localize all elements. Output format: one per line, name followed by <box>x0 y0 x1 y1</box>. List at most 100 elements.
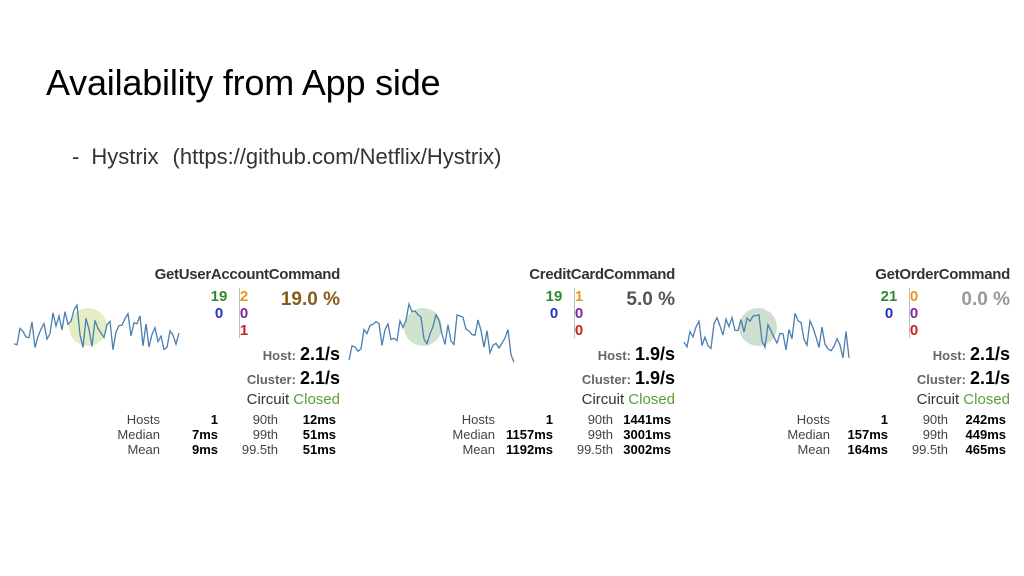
p90-value: 1441ms <box>623 412 671 427</box>
command-name: CreditCardCommand <box>529 266 675 283</box>
host-rate-value: 1.9/s <box>634 344 675 364</box>
circuit-label: Circuit <box>916 391 960 408</box>
command-name: GetOrderCommand <box>875 266 1010 283</box>
host-label: Host: <box>262 348 296 363</box>
timeout-count: 2 <box>239 288 249 305</box>
p995-value: 465ms <box>965 442 1006 457</box>
sparkline-chart <box>13 303 180 351</box>
failure-count: 0 <box>574 322 584 339</box>
rejected-count: 0 <box>909 305 919 322</box>
traffic-sparkline <box>683 313 850 358</box>
mean-value: 1192ms <box>506 442 553 457</box>
host-rate-value: 2.1/s <box>969 344 1010 364</box>
table-row: Hosts 1 90th 242ms <box>754 412 1006 427</box>
count-divider <box>574 288 575 338</box>
failure-count: 0 <box>909 322 919 339</box>
bullet-hystrix: - Hystrix (https://github.com/Netflix/Hyst… <box>72 144 501 170</box>
failure-count: 1 <box>239 322 249 339</box>
rejected-count: 0 <box>574 305 584 322</box>
rejected-count: 0 <box>239 305 249 322</box>
command-name: GetUserAccountCommand <box>154 266 341 283</box>
cluster-rate: Cluster: 1.9/s <box>582 368 675 389</box>
count-column-right: 2 0 1 <box>234 288 254 339</box>
count-column-right: 0 0 0 <box>904 288 924 339</box>
circuit-state: Closed <box>963 391 1010 408</box>
mean-label: Mean <box>797 442 830 457</box>
table-row: Hosts 1 90th 12ms <box>84 412 336 427</box>
short-circuited-count: 0 <box>549 305 559 322</box>
latency-stats-table: Hosts 1 90th 242ms Median 157ms 99th 449ms Mea… <box>754 412 1006 457</box>
circuit-status: Circuit Closed <box>917 391 1010 408</box>
latency-stats-table: Hosts 1 90th 1441ms Median 1157ms 99th 3001ms … <box>419 412 671 457</box>
slide-title: Availability from App side <box>46 62 441 103</box>
table-row: Median 7ms 99th 51ms <box>84 427 336 442</box>
host-label: Host: <box>932 348 966 363</box>
count-column-left: 21 0 <box>876 288 902 322</box>
host-rate-value: 2.1/s <box>299 344 340 364</box>
circuit-status: Circuit Closed <box>247 391 340 408</box>
host-label: Host: <box>597 348 631 363</box>
hosts-label: Hosts <box>796 412 830 427</box>
bullet-text: Hystrix <box>91 144 159 169</box>
command-panel-getorder: GetOrderCommand 21 0 0 0 0 0.0 % Host: 2.… <box>680 262 1010 472</box>
p995-value: 51ms <box>302 442 336 457</box>
traffic-sparkline <box>348 301 515 363</box>
table-row: Mean 164ms 99.5th 465ms <box>754 442 1006 457</box>
p99-label: 99th <box>587 427 613 442</box>
median-label: Median <box>787 427 830 442</box>
health-circle <box>739 308 777 346</box>
cluster-rate-value: 2.1/s <box>969 368 1010 388</box>
cluster-rate-value: 2.1/s <box>299 368 340 388</box>
count-column-right: 1 0 0 <box>569 288 589 339</box>
p99-value: 3001ms <box>623 427 671 442</box>
p995-label: 99.5th <box>241 442 278 457</box>
circuit-label: Circuit <box>581 391 625 408</box>
circuit-state: Closed <box>628 391 675 408</box>
cluster-rate-value: 1.9/s <box>634 368 675 388</box>
short-circuited-count: 0 <box>884 305 894 322</box>
count-column-left: 19 0 <box>206 288 232 322</box>
circuit-state: Closed <box>293 391 340 408</box>
error-percentage: 19.0 % <box>280 289 340 310</box>
traffic-sparkline <box>13 303 180 351</box>
host-rate: Host: 2.1/s <box>263 344 340 365</box>
table-row: Hosts 1 90th 1441ms <box>419 412 671 427</box>
cluster-label: Cluster: <box>916 372 966 387</box>
p995-label: 99.5th <box>911 442 948 457</box>
mean-value: 164ms <box>847 442 888 457</box>
p90-label: 90th <box>587 412 613 427</box>
p90-label: 90th <box>922 412 948 427</box>
circuit-status: Circuit Closed <box>582 391 675 408</box>
error-percentage: 0.0 % <box>961 289 1010 310</box>
host-rate: Host: 2.1/s <box>933 344 1010 365</box>
cluster-label: Cluster: <box>246 372 296 387</box>
median-label: Median <box>117 427 160 442</box>
median-value: 157ms <box>847 427 888 442</box>
table-row: Mean 9ms 99.5th 51ms <box>84 442 336 457</box>
p995-value: 3002ms <box>623 442 671 457</box>
count-divider <box>239 288 240 338</box>
hosts-value: 1 <box>545 412 553 427</box>
table-row: Mean 1192ms 99.5th 3002ms <box>419 442 671 457</box>
p90-label: 90th <box>252 412 278 427</box>
p90-value: 12ms <box>302 412 336 427</box>
p99-label: 99th <box>252 427 278 442</box>
table-row: Median 1157ms 99th 3001ms <box>419 427 671 442</box>
p99-label: 99th <box>922 427 948 442</box>
p995-label: 99.5th <box>576 442 613 457</box>
sparkline-chart <box>348 301 515 363</box>
command-panel-getuseraccount: GetUserAccountCommand 19 0 2 0 1 19.0 % … <box>10 262 340 472</box>
command-panel-creditcard: CreditCardCommand 19 0 1 0 0 5.0 % Host:… <box>345 262 675 472</box>
hystrix-link[interactable]: (https://github.com/Netflix/Hystrix) <box>172 144 502 169</box>
hosts-label: Hosts <box>126 412 160 427</box>
p99-value: 449ms <box>965 427 1006 442</box>
count-divider <box>909 288 910 338</box>
p99-value: 51ms <box>302 427 336 442</box>
hosts-label: Hosts <box>461 412 495 427</box>
mean-label: Mean <box>127 442 160 457</box>
short-circuited-count: 0 <box>214 305 224 322</box>
host-rate: Host: 1.9/s <box>598 344 675 365</box>
table-row: Median 157ms 99th 449ms <box>754 427 1006 442</box>
cluster-rate: Cluster: 2.1/s <box>247 368 340 389</box>
latency-stats-table: Hosts 1 90th 12ms Median 7ms 99th 51ms Mean 9ms… <box>84 412 336 457</box>
